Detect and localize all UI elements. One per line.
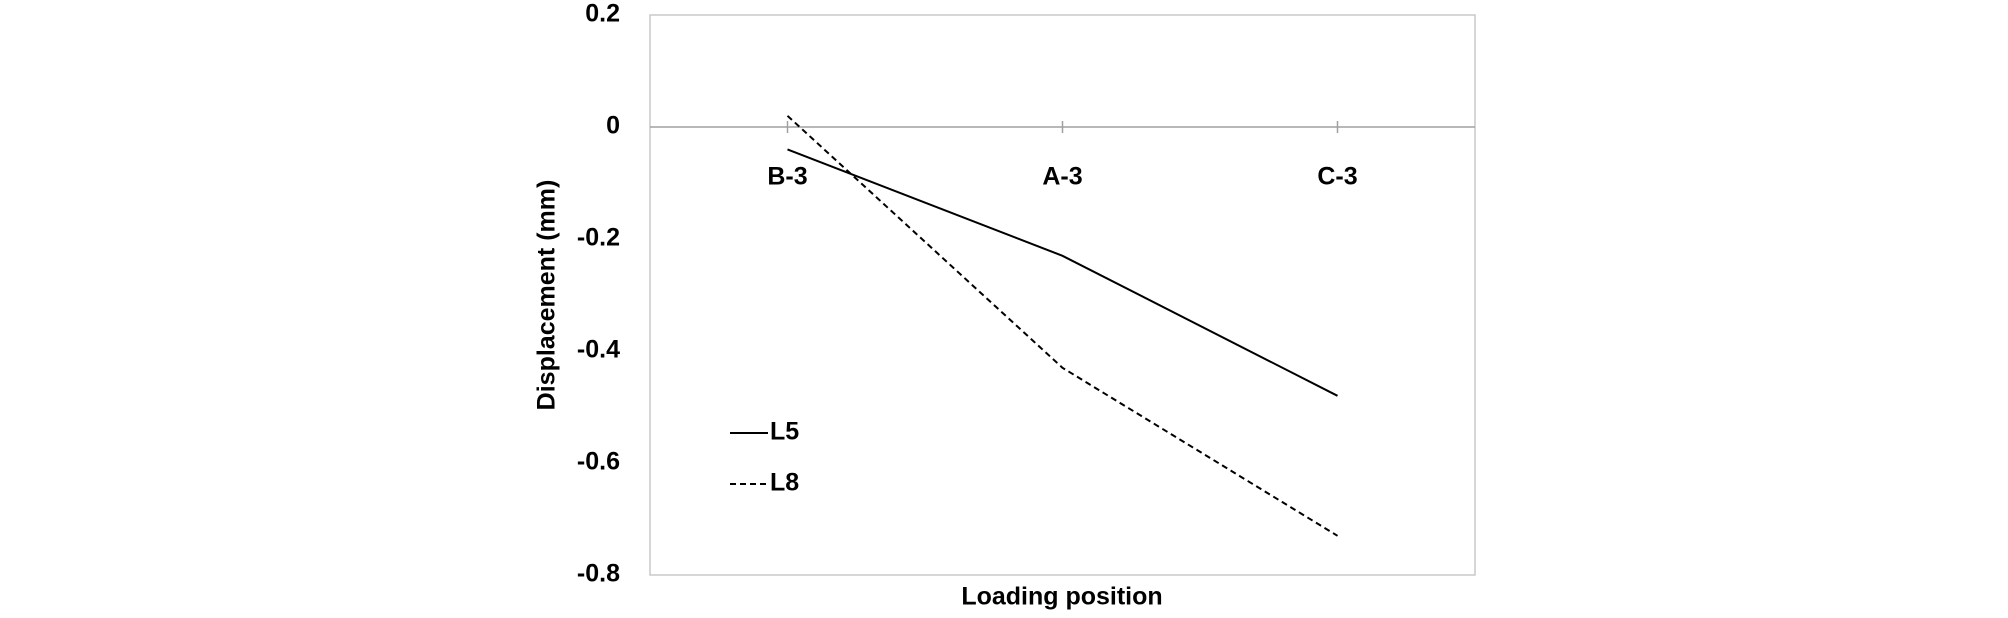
y-tick-label: -0.2: [577, 224, 620, 252]
y-tick-label: -0.4: [577, 336, 620, 364]
y-axis-title: Displacement (mm): [533, 180, 561, 411]
series-line: [787, 148, 1338, 397]
y-tick-label: 0.2: [585, 0, 620, 28]
plot-area: [649, 14, 1476, 576]
legend-label: L8: [770, 469, 799, 497]
y-tick-label: -0.8: [577, 560, 620, 588]
x-tick-label: B-3: [767, 163, 807, 191]
legend-label: L5: [770, 418, 799, 446]
x-axis-title: Loading position: [961, 583, 1162, 611]
series-line: [786, 115, 1339, 537]
y-tick-label: 0: [606, 112, 620, 140]
x-tick-label: C-3: [1317, 163, 1357, 191]
y-tick-label: -0.6: [577, 448, 620, 476]
x-tick-label: A-3: [1042, 163, 1082, 191]
